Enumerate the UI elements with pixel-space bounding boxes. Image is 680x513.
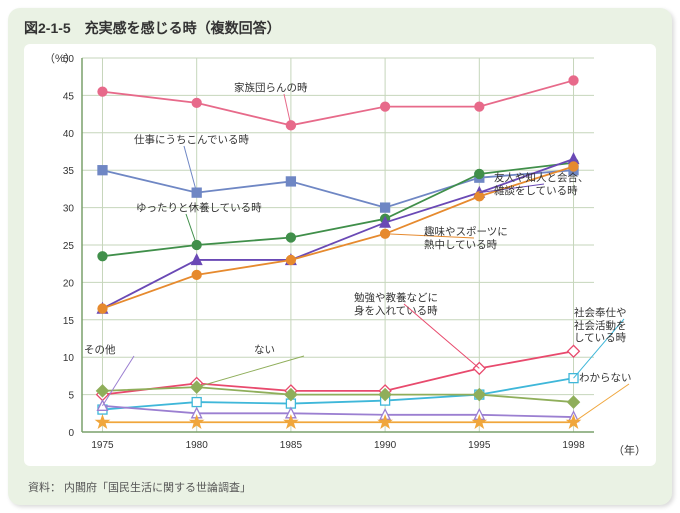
- svg-text:25: 25: [63, 241, 75, 252]
- svg-text:50: 50: [63, 54, 75, 65]
- svg-text:35: 35: [63, 166, 75, 177]
- svg-text:5: 5: [68, 391, 74, 402]
- svg-text:1985: 1985: [280, 440, 303, 451]
- chart-panel: 図2-1-5 充実感を感じる時（複数回答） （%） 05101520253035…: [8, 8, 672, 505]
- svg-text:30: 30: [63, 204, 75, 215]
- svg-text:1975: 1975: [91, 440, 114, 451]
- svg-text:1980: 1980: [186, 440, 209, 451]
- svg-text:45: 45: [63, 91, 75, 102]
- chart-source: 資料： 内閣府「国民生活に関する世論調査」: [28, 479, 251, 495]
- svg-text:1990: 1990: [374, 440, 397, 451]
- svg-text:10: 10: [63, 353, 75, 364]
- line-chart-svg: 0 5 10 15 20 25 30 35 40 45 50 1975 1980 1985 1990 1995…: [24, 44, 656, 466]
- svg-text:15: 15: [63, 316, 75, 327]
- svg-text:20: 20: [63, 278, 75, 289]
- chart-area: （%） 051015202530354045501975198019851990…: [24, 44, 656, 466]
- svg-text:40: 40: [63, 129, 75, 140]
- x-axis-unit: （年）: [613, 442, 646, 458]
- chart-title: 図2-1-5 充実感を感じる時（複数回答）: [24, 18, 281, 38]
- svg-text:1998: 1998: [562, 440, 585, 451]
- svg-text:0: 0: [68, 428, 74, 439]
- svg-text:1995: 1995: [468, 440, 491, 451]
